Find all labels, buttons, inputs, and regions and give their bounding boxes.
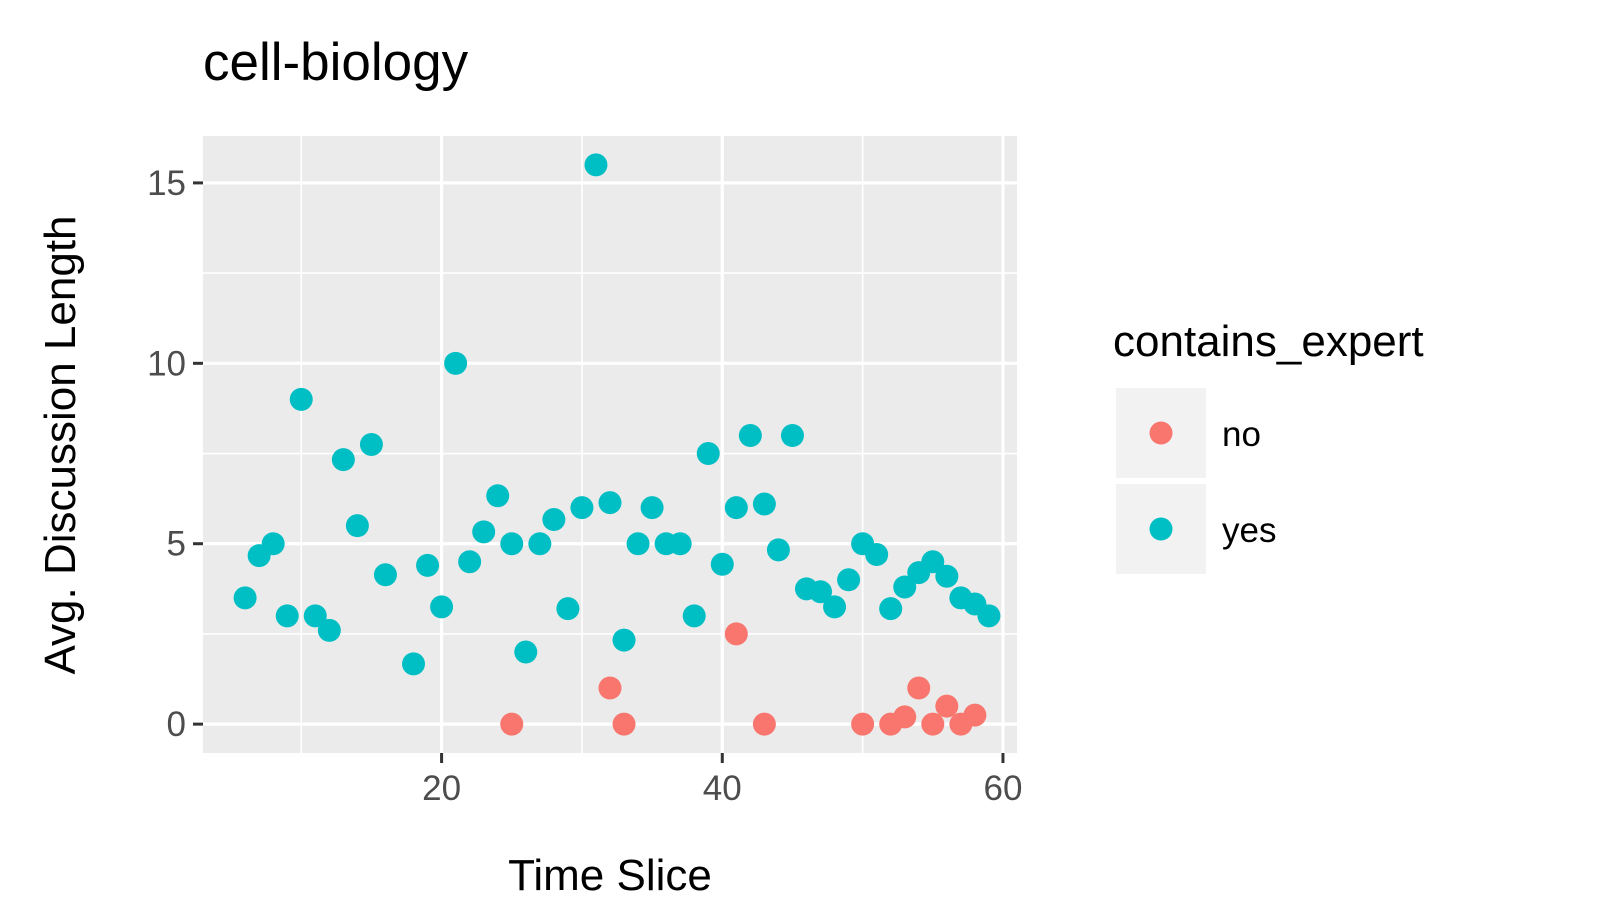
y-tick-label: 10: [147, 344, 186, 383]
data-point-yes: [402, 652, 426, 676]
data-point-yes: [317, 618, 341, 642]
y-axis: 0 5 10 15: [147, 164, 203, 744]
data-point-yes: [303, 604, 327, 628]
data-point-yes: [528, 532, 552, 556]
data-point-yes: [359, 433, 383, 456]
data-point-yes: [682, 604, 706, 628]
plot-panel: [203, 136, 1017, 753]
data-point-yes: [837, 568, 861, 592]
legend-title: contains_expert: [1113, 317, 1424, 366]
legend-marker-yes: [1149, 517, 1173, 541]
data-points: [233, 153, 1001, 736]
data-point-yes: [823, 595, 847, 619]
x-tick-label: 60: [983, 769, 1022, 808]
data-point-yes: [879, 597, 903, 621]
data-point-yes: [724, 496, 748, 520]
data-point-yes: [373, 563, 397, 587]
x-tick-label: 20: [422, 769, 461, 808]
data-point-yes: [331, 448, 355, 472]
y-tick-label: 0: [167, 705, 186, 744]
data-point-yes: [935, 564, 959, 588]
data-point-no: [724, 622, 748, 646]
data-point-no: [963, 703, 987, 727]
data-point-yes: [766, 538, 790, 562]
data-point-no: [935, 694, 959, 718]
legend-label-no: no: [1222, 415, 1261, 454]
data-point-no: [921, 712, 945, 736]
data-point-yes: [752, 492, 776, 516]
data-point-yes: [416, 553, 440, 577]
data-point-yes: [486, 484, 510, 508]
data-point-no: [907, 676, 931, 700]
data-point-yes: [584, 153, 608, 177]
data-point-yes: [556, 597, 580, 621]
data-point-yes: [500, 532, 524, 556]
data-point-yes: [472, 520, 496, 544]
data-point-yes: [612, 628, 636, 652]
chart-title: cell-biology: [203, 33, 469, 92]
data-point-yes: [865, 543, 889, 567]
legend: contains_expert no yes: [1113, 317, 1424, 574]
data-point-yes: [542, 508, 566, 532]
y-tick-label: 15: [147, 164, 186, 203]
data-point-yes: [514, 640, 538, 664]
data-point-no: [893, 705, 917, 729]
data-point-yes: [738, 423, 762, 447]
data-point-yes: [809, 580, 833, 604]
data-point-no: [500, 712, 524, 736]
data-point-yes: [444, 351, 468, 375]
data-point-yes: [233, 586, 257, 610]
data-point-yes: [626, 532, 650, 556]
data-point-yes: [430, 595, 454, 619]
data-point-no: [612, 712, 636, 736]
y-tick-label: 5: [167, 525, 186, 564]
data-point-yes: [458, 550, 482, 574]
data-point-yes: [640, 496, 664, 520]
data-point-yes: [345, 514, 369, 538]
data-point-yes: [570, 496, 594, 520]
data-point-yes: [780, 423, 804, 447]
x-axis: 20 40 60: [422, 753, 1022, 808]
data-point-yes: [275, 604, 299, 628]
data-point-yes: [668, 532, 692, 556]
data-point-yes: [977, 604, 1001, 628]
legend-label-yes: yes: [1222, 511, 1276, 550]
legend-marker-no: [1149, 421, 1173, 445]
data-point-yes: [598, 491, 622, 515]
data-point-no: [851, 712, 875, 736]
data-point-no: [598, 676, 622, 700]
data-point-yes: [289, 387, 313, 411]
data-point-no: [752, 712, 776, 736]
y-axis-title: Avg. Discussion Length: [36, 215, 85, 674]
data-point-yes: [261, 532, 285, 556]
x-axis-title: Time Slice: [508, 851, 712, 900]
data-point-yes: [893, 575, 917, 599]
data-point-yes: [696, 442, 720, 466]
data-point-yes: [710, 552, 734, 576]
data-point-yes: [921, 550, 945, 574]
x-tick-label: 40: [703, 769, 742, 808]
